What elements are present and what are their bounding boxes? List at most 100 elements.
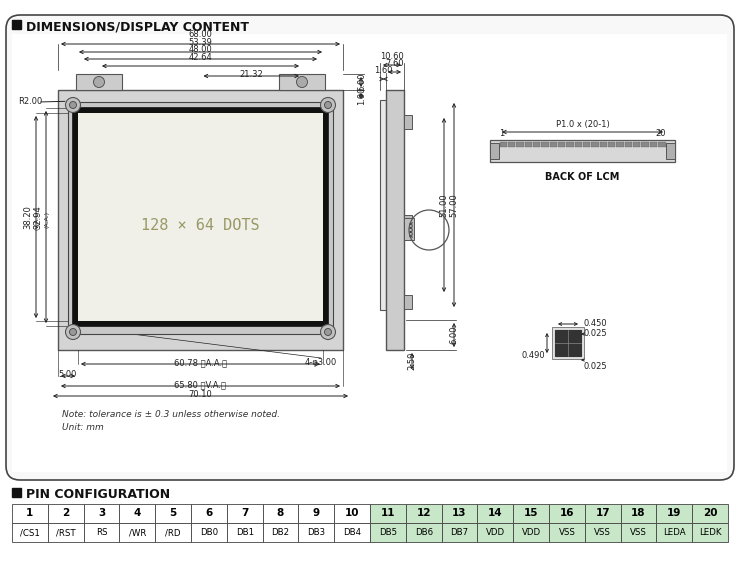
Bar xyxy=(48,523,84,542)
Bar xyxy=(380,100,386,310)
Bar xyxy=(656,523,692,542)
Bar xyxy=(599,142,607,147)
Bar xyxy=(500,142,507,147)
Bar xyxy=(404,115,412,129)
Bar xyxy=(119,523,155,542)
Bar xyxy=(585,504,621,523)
Text: 10.60: 10.60 xyxy=(380,52,404,61)
Bar xyxy=(490,140,675,162)
Bar xyxy=(442,504,477,523)
Text: 6: 6 xyxy=(205,508,212,519)
Text: VDD: VDD xyxy=(522,528,541,537)
Text: 68.00: 68.00 xyxy=(189,30,212,39)
Circle shape xyxy=(325,101,332,108)
Text: 51.00: 51.00 xyxy=(439,193,448,217)
Text: 7: 7 xyxy=(241,508,249,519)
Bar xyxy=(608,142,616,147)
Text: LEDA: LEDA xyxy=(663,528,686,537)
Bar xyxy=(84,504,119,523)
Text: 128 × 64 DOTS: 128 × 64 DOTS xyxy=(141,218,260,233)
Bar xyxy=(625,142,632,147)
Text: /RST: /RST xyxy=(56,528,75,537)
Bar xyxy=(404,215,412,229)
Bar xyxy=(656,504,692,523)
Text: 4: 4 xyxy=(134,508,141,519)
Bar xyxy=(155,504,191,523)
Bar xyxy=(633,142,640,147)
Text: VDD: VDD xyxy=(485,528,505,537)
Bar xyxy=(621,523,656,542)
Text: /CS1: /CS1 xyxy=(20,528,40,537)
Text: 19: 19 xyxy=(667,508,682,519)
Circle shape xyxy=(320,97,335,112)
Bar xyxy=(477,523,514,542)
Text: /WR: /WR xyxy=(129,528,146,537)
Text: 13: 13 xyxy=(452,508,467,519)
Text: 60.78 〈A.A.〉: 60.78 〈A.A.〉 xyxy=(174,358,227,367)
Bar xyxy=(191,523,226,542)
Bar xyxy=(226,504,263,523)
Bar xyxy=(508,142,515,147)
Bar xyxy=(552,327,584,359)
Bar xyxy=(298,504,334,523)
Bar xyxy=(406,504,442,523)
Circle shape xyxy=(70,328,76,336)
Text: 38.20: 38.20 xyxy=(23,205,32,229)
Bar xyxy=(585,523,621,542)
Text: 16: 16 xyxy=(559,508,574,519)
Bar xyxy=(12,523,48,542)
Text: 48.00: 48.00 xyxy=(189,45,212,54)
Text: VSS: VSS xyxy=(594,528,611,537)
Bar xyxy=(73,108,328,326)
Bar xyxy=(583,142,591,147)
Text: R2.00: R2.00 xyxy=(18,97,42,107)
Bar xyxy=(549,523,585,542)
Bar xyxy=(533,142,540,147)
Text: 11: 11 xyxy=(380,508,395,519)
Bar xyxy=(404,295,412,309)
Text: DIMENSIONS/DISPLAY CONTENT: DIMENSIONS/DISPLAY CONTENT xyxy=(26,21,249,34)
Bar xyxy=(517,142,524,147)
Text: 5.00: 5.00 xyxy=(58,370,77,379)
Text: 6.00: 6.00 xyxy=(357,73,366,91)
Bar xyxy=(48,504,84,523)
Text: DB3: DB3 xyxy=(307,528,326,537)
Bar xyxy=(616,142,624,147)
Bar xyxy=(477,504,514,523)
Text: 53.39: 53.39 xyxy=(189,38,212,47)
Text: Note: tolerance is ± 0.3 unless otherwise noted.: Note: tolerance is ± 0.3 unless otherwis… xyxy=(62,410,280,419)
Text: LEDK: LEDK xyxy=(699,528,722,537)
Bar xyxy=(263,504,298,523)
Bar xyxy=(525,142,532,147)
Bar xyxy=(279,74,325,90)
Text: 15: 15 xyxy=(524,508,538,519)
Bar xyxy=(298,523,334,542)
Text: /RD: /RD xyxy=(165,528,181,537)
Text: 1.00: 1.00 xyxy=(357,87,366,105)
Text: 0.025: 0.025 xyxy=(584,329,608,339)
Text: 1.60: 1.60 xyxy=(374,66,393,75)
Text: 10: 10 xyxy=(345,508,360,519)
Bar xyxy=(370,523,406,542)
Bar xyxy=(334,504,370,523)
Bar xyxy=(442,523,477,542)
Text: Unit: mm: Unit: mm xyxy=(62,423,104,432)
Text: 0.025: 0.025 xyxy=(584,362,608,371)
Text: 1: 1 xyxy=(499,129,504,138)
Bar xyxy=(12,504,48,523)
Bar xyxy=(155,523,191,542)
Text: 0.450: 0.450 xyxy=(584,320,608,328)
Bar xyxy=(334,523,370,542)
Bar xyxy=(386,90,404,350)
Circle shape xyxy=(70,101,76,108)
Text: 20: 20 xyxy=(703,508,717,519)
Bar xyxy=(550,142,557,147)
Bar xyxy=(514,523,549,542)
Text: 3: 3 xyxy=(98,508,105,519)
Text: 18: 18 xyxy=(631,508,646,519)
Circle shape xyxy=(66,324,81,340)
Text: (A.A.): (A.A.) xyxy=(44,211,50,228)
Text: 9: 9 xyxy=(313,508,320,519)
Circle shape xyxy=(93,76,104,88)
Bar xyxy=(84,523,119,542)
